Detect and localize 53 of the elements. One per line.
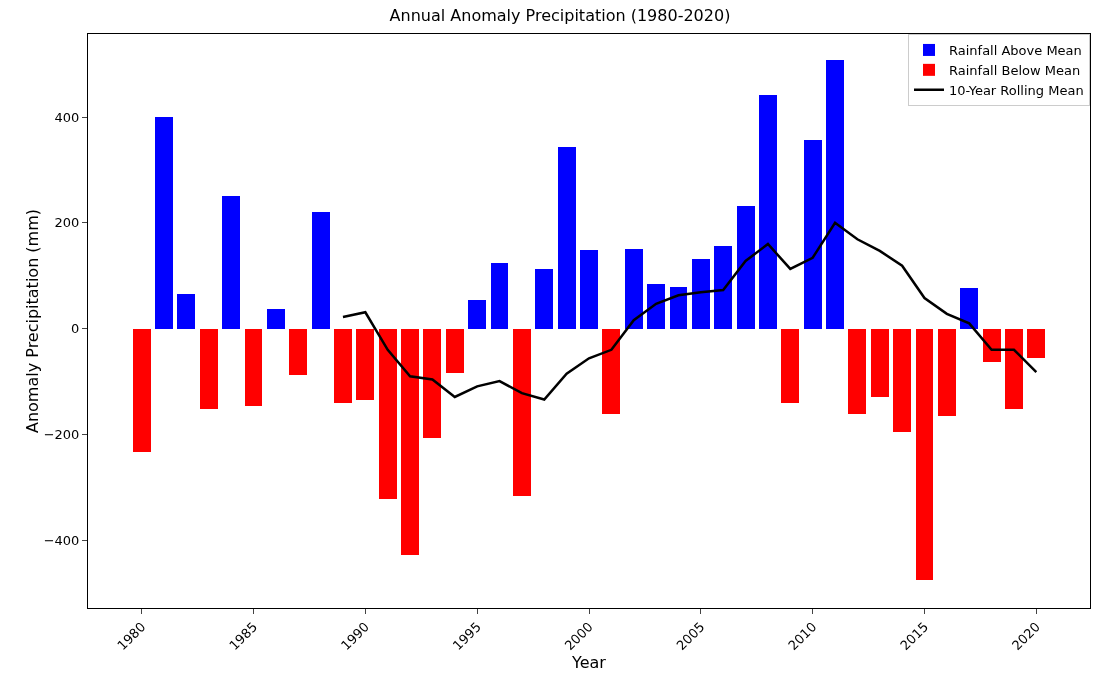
bar [737, 206, 755, 329]
bar [177, 294, 195, 329]
bar [513, 329, 531, 496]
bar [356, 329, 374, 400]
legend-label: Rainfall Above Mean [949, 43, 1082, 59]
bar [848, 329, 866, 414]
bar [289, 329, 307, 375]
y-tick-label: 400 [54, 109, 80, 125]
bar [312, 212, 330, 329]
bar [826, 60, 844, 329]
bar [692, 259, 710, 329]
bar [334, 329, 352, 403]
bar [558, 147, 576, 329]
bar [1027, 329, 1045, 358]
y-axis-title: Anomaly Precipitation (mm) [22, 208, 42, 434]
bar [580, 250, 598, 329]
bar [647, 284, 665, 329]
bar [423, 329, 441, 438]
line-series [341, 221, 1038, 401]
bar [401, 329, 419, 555]
bar [871, 329, 889, 397]
bar [893, 329, 911, 432]
bar [1005, 329, 1023, 409]
bar [938, 329, 956, 416]
bar [468, 300, 486, 329]
bar [804, 140, 822, 329]
bar [759, 95, 777, 329]
bar [155, 117, 173, 329]
y-tick-label: −400 [43, 532, 80, 548]
legend-label: 10-Year Rolling Mean [949, 82, 1084, 98]
bar [960, 288, 978, 329]
bar [379, 329, 397, 499]
bar [983, 329, 1001, 362]
bar [133, 329, 151, 452]
bar [200, 329, 218, 409]
bar [267, 309, 285, 329]
chart-title: Annual Anomaly Precipitation (1980-2020) [389, 6, 731, 26]
legend-label: Rainfall Below Mean [949, 62, 1081, 78]
x-axis-title: Year [571, 653, 607, 673]
bar [245, 329, 262, 406]
y-tick-label: −200 [43, 427, 80, 443]
bar [625, 249, 643, 329]
y-tick-label: 0 [71, 321, 80, 337]
bar [916, 329, 933, 580]
bar [670, 287, 687, 329]
bar [602, 329, 620, 414]
bar [222, 196, 240, 329]
bar [714, 246, 732, 329]
bar [781, 329, 799, 403]
bar [535, 269, 553, 329]
bar [491, 263, 508, 329]
y-tick-label: 200 [54, 215, 80, 231]
bar [446, 329, 464, 373]
